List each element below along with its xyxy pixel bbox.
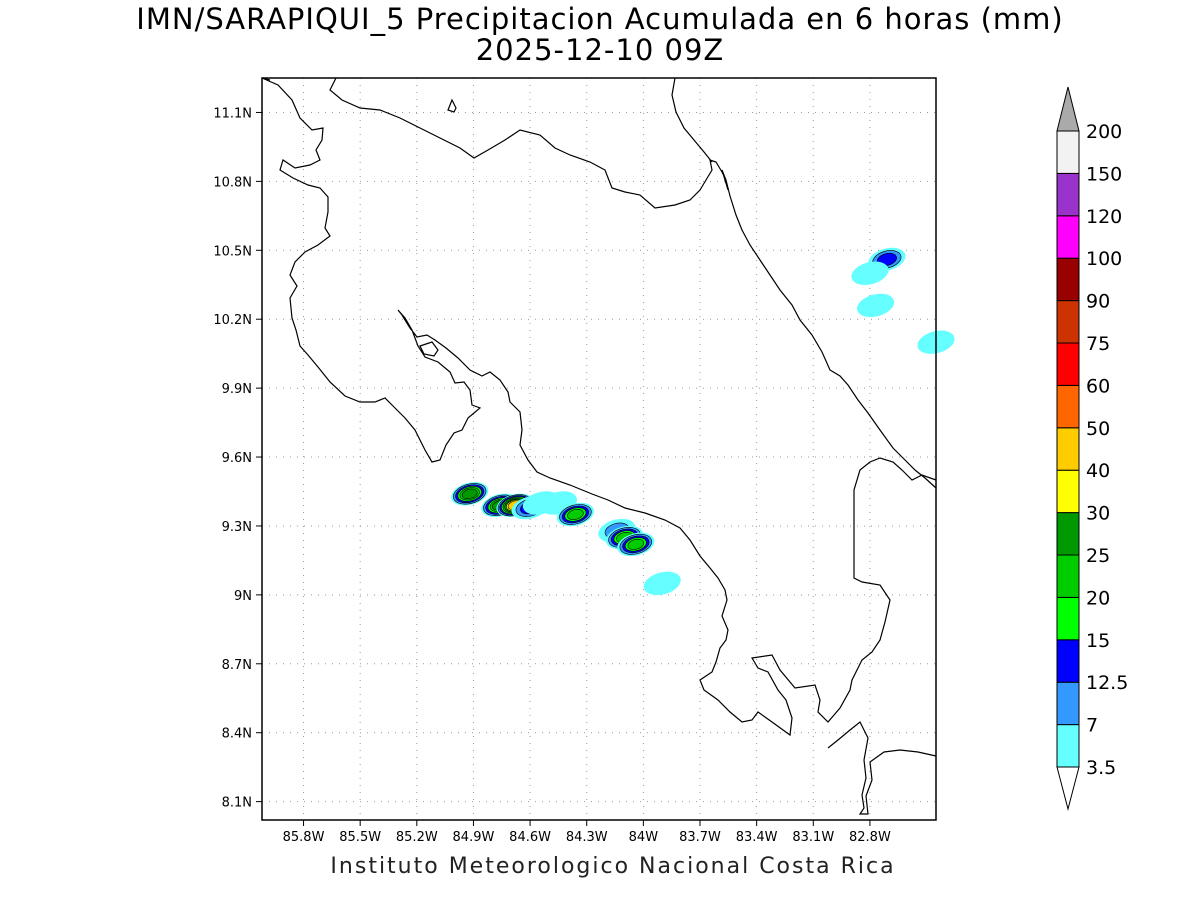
coastline-nicaragua-border [261,77,937,737]
legend-bin [1056,384,1080,429]
lat-tick-label: 9.3N [222,520,252,535]
precip-contour [851,261,889,285]
lat-tick-label: 9.6N [222,451,252,466]
lat-tick-label: 8.7N [222,658,252,673]
precip-cell [851,261,889,285]
legend-label: 50 [1086,418,1110,440]
precip-contour [461,488,478,499]
legend-bin [1056,469,1080,514]
precip-cell [643,571,681,596]
map-axes: 85.8W 85.5W 85.2W 84.9W 84.6W 84.3W 84W 83.7W 83… [213,106,891,845]
precip-cell [617,532,655,557]
legend-over-arrow [1056,86,1080,132]
lat-tick-label: 10.5N [213,244,252,259]
lon-tick-label: 85.2W [396,830,438,845]
legend-label: 100 [1086,248,1122,270]
legend-label: 25 [1086,545,1110,567]
legend-bin [1056,172,1080,217]
precip-cell [556,502,594,527]
precip-cell [451,482,489,506]
lat-tick-label: 9N [234,589,252,604]
coastline [261,77,937,815]
lon-tick-label: 82.8W [849,830,891,845]
lake-island-outline [419,341,439,357]
legend-label: 200 [1086,121,1122,143]
river-east [671,77,713,163]
lon-tick-label: 85.5W [339,830,381,845]
legend-bin [1056,215,1080,259]
legend-label: 90 [1086,291,1110,313]
legend-bin [1056,300,1080,344]
legend-bin [1056,342,1080,386]
lat-tick-label: 8.4N [222,727,252,742]
precip-contour [567,509,584,520]
lon-tick-label: 85.8W [283,830,325,845]
precip-cell [857,293,895,318]
lat-tick-label: 9.9N [222,382,252,397]
lon-tick-label: 83.4W [736,830,778,845]
legend-bin [1056,554,1080,598]
legend-label: 60 [1086,375,1110,397]
legend-label: 7 [1086,715,1098,737]
lat-tick-label: 10.8N [213,175,252,190]
legend-label: 15 [1086,630,1110,652]
precip-contour [643,571,681,596]
lat-tick-label: 11.1N [213,106,252,121]
legend-under-arrow [1056,766,1080,811]
legend-label: 150 [1086,163,1122,185]
precipitation-field [451,247,955,596]
legend-label: 20 [1086,587,1110,609]
lat-tick-label: 10.2N [213,313,252,328]
lon-tick-label: 84.6W [509,830,551,845]
coastline-panama-south [827,721,937,815]
legend-bin [1056,257,1080,302]
legend-bin [1056,512,1080,556]
legend-bin [1056,596,1080,641]
legend-bin [1056,724,1080,768]
legend-bin [1056,427,1080,471]
map-frame [261,77,937,821]
legend-bin [1056,639,1080,683]
legend-label: 75 [1086,333,1110,355]
coastline-caribbean [329,77,937,489]
small-island-outline [447,98,457,113]
grid-lines [262,78,936,820]
lon-tick-label: 83.7W [679,830,721,845]
map-title: IMN/SARAPIQUI_5 Precipitacion Acumulada … [136,2,1064,36]
legend-bin [1056,130,1080,174]
lon-tick-label: 84.9W [453,830,495,845]
legend-label: 120 [1086,206,1122,228]
precip-contour [627,538,645,550]
lon-tick-label: 84W [629,830,659,845]
legend-label: 40 [1086,460,1110,482]
legend-label: 3.5 [1086,757,1116,779]
map-subtitle: 2025-12-10 09Z [475,33,725,67]
precip-contour [857,293,895,318]
lat-tick-label: 8.1N [222,796,252,811]
legend-label: 12.5 [1086,672,1128,694]
footer-credit: Instituto Meteorologico Nacional Costa R… [330,854,896,879]
color-legend: 3.5 7 12.5 15 20 25 30 40 50 60 75 90 100 120 150 200 [1056,86,1128,811]
lon-tick-label: 83.1W [792,830,834,845]
lon-tick-label: 84.3W [566,830,608,845]
legend-label: 30 [1086,503,1110,525]
legend-bin [1056,681,1080,726]
